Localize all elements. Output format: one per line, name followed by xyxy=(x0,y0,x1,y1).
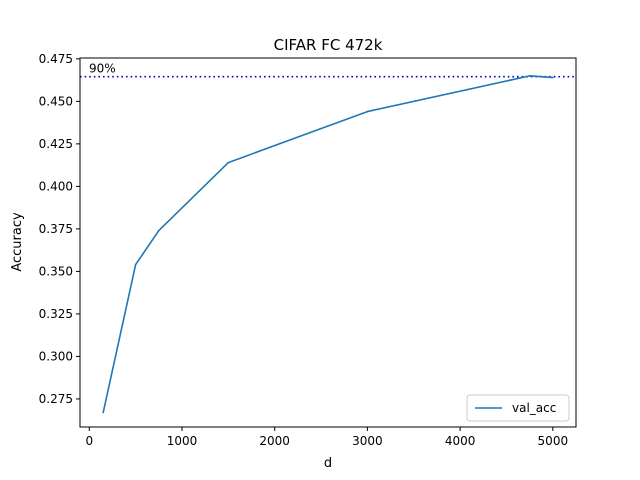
data-point xyxy=(528,75,531,77)
reference-line-label: 90% xyxy=(89,62,116,76)
data-point xyxy=(552,76,554,79)
y-tick-label: 0.325 xyxy=(39,307,73,321)
x-axis-label: d xyxy=(324,456,332,471)
y-tick-label: 0.450 xyxy=(39,94,73,108)
y-tick-label: 0.375 xyxy=(39,222,73,236)
y-tick-label: 0.300 xyxy=(39,349,73,363)
x-tick-label: 4000 xyxy=(445,434,476,448)
x-tick-label: 2000 xyxy=(259,434,290,448)
data-point xyxy=(134,263,137,266)
y-tick-label: 0.400 xyxy=(39,179,73,193)
data-point xyxy=(227,161,230,164)
y-tick-label: 0.350 xyxy=(39,264,73,278)
x-tick-label: 5000 xyxy=(538,434,569,448)
y-tick-label: 0.275 xyxy=(39,392,73,406)
data-point xyxy=(102,411,104,414)
y-tick-label: 0.425 xyxy=(39,137,73,151)
y-axis: 0.275 0.300 0.325 0.350 0.375 0.400 0.425 0.450… xyxy=(39,52,80,406)
data-point xyxy=(158,229,160,232)
y-axis-label: Accuracy xyxy=(10,212,25,272)
x-tick-label: 3000 xyxy=(352,434,383,448)
x-tick-label: 0 xyxy=(85,434,93,448)
plot-area: 90% xyxy=(80,62,576,414)
y-tick-label: 0.475 xyxy=(39,52,73,66)
legend: val_acc xyxy=(466,394,570,422)
axes-frame xyxy=(79,57,577,428)
x-axis: 0 1000 2000 3000 4000 5000 xyxy=(85,427,568,448)
x-tick-label: 1000 xyxy=(167,434,198,448)
legend-box xyxy=(466,394,570,422)
legend-label: val_acc xyxy=(512,401,556,415)
chart-title: CIFAR FC 472k xyxy=(274,36,383,54)
data-point xyxy=(366,110,369,113)
